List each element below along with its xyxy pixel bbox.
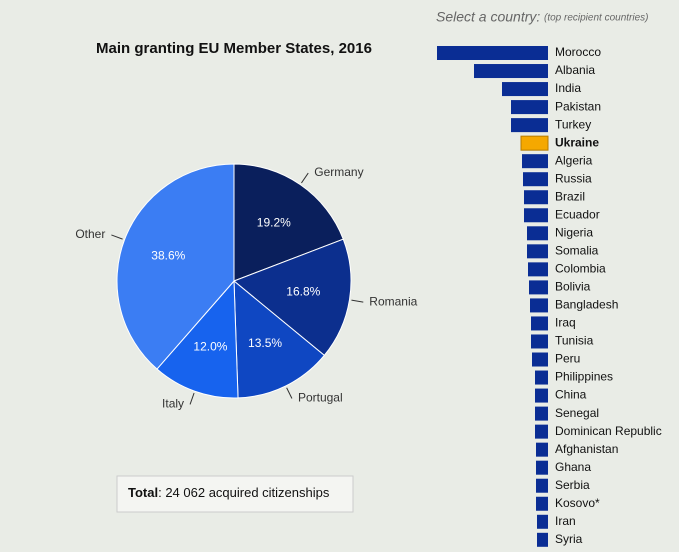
slice-value-label: 19.2% — [257, 215, 291, 229]
country-label[interactable]: China — [555, 388, 587, 402]
country-label[interactable]: Ghana — [555, 460, 591, 474]
pie-slice — [233, 238, 352, 357]
slice-label: Romania — [369, 294, 417, 308]
pie-title: Main granting EU Member States, 2016 — [96, 40, 372, 57]
slice-label: Portugal — [298, 391, 343, 405]
country-bar — [535, 370, 548, 385]
country-bar — [529, 280, 548, 295]
country-bar — [437, 46, 548, 60]
select-note: (top recipient countries) — [544, 13, 649, 24]
country-label[interactable]: Russia — [555, 171, 592, 185]
slice-label: Germany — [314, 165, 363, 179]
country-label[interactable]: Ukraine — [555, 135, 599, 149]
country-label[interactable]: Kosovo* — [555, 496, 600, 510]
country-label[interactable]: Brazil — [555, 189, 585, 203]
slice-label: Other — [75, 227, 105, 241]
country-label[interactable]: Syria — [555, 532, 583, 546]
country-bar — [511, 100, 548, 115]
country-bar — [536, 442, 548, 457]
country-bar — [536, 496, 548, 511]
total-text: Total: 24 062 acquired citizenships — [128, 485, 330, 500]
country-label[interactable]: Albania — [555, 63, 595, 77]
country-label[interactable]: Dominican Republic — [555, 424, 662, 438]
country-label[interactable]: Somalia — [555, 244, 599, 258]
country-bar — [522, 154, 548, 169]
country-bar — [511, 118, 548, 133]
country-bar — [537, 532, 548, 547]
total-box — [116, 475, 354, 513]
country-bar — [532, 352, 548, 367]
country-label[interactable]: Pakistan — [555, 99, 601, 113]
country-bar — [527, 226, 548, 241]
country-label[interactable]: Serbia — [555, 478, 590, 492]
country-label[interactable]: Turkey — [555, 117, 591, 131]
leader-line — [286, 387, 293, 399]
leader-line — [351, 299, 364, 303]
country-bar — [474, 64, 548, 79]
pie-slice — [233, 163, 344, 282]
country-label[interactable]: Algeria — [555, 153, 593, 167]
slice-label: Italy — [162, 397, 184, 411]
select-prompt: Select a country: — [436, 9, 540, 25]
country-bar — [531, 334, 548, 349]
country-bar — [524, 208, 548, 223]
country-label[interactable]: Tunisia — [555, 334, 594, 348]
pie-slice — [233, 279, 326, 399]
country-label[interactable]: Bangladesh — [555, 298, 618, 312]
country-bar — [531, 316, 548, 331]
country-label[interactable]: Ecuador — [555, 207, 600, 221]
country-label[interactable]: Iran — [555, 514, 576, 528]
country-bar — [523, 172, 548, 187]
slice-value-label: 12.0% — [193, 339, 227, 353]
country-label[interactable]: Bolivia — [555, 280, 591, 294]
leader-line — [111, 234, 123, 240]
country-bar — [530, 298, 548, 313]
country-label[interactable]: Nigeria — [555, 225, 593, 239]
pie-slice — [116, 163, 235, 370]
country-label[interactable]: Senegal — [555, 406, 599, 420]
country-bar — [527, 244, 548, 259]
total-value: : 24 062 acquired citizenships — [158, 485, 330, 500]
country-label[interactable]: Morocco — [555, 45, 601, 59]
slice-value-label: 13.5% — [248, 336, 282, 350]
slice-value-label: 38.6% — [151, 248, 185, 262]
country-label[interactable]: Peru — [555, 352, 580, 366]
country-label[interactable]: Philippines — [555, 370, 613, 384]
country-bar — [502, 82, 548, 97]
country-bar — [524, 190, 548, 205]
slice-value-label: 16.8% — [286, 284, 320, 298]
country-bar — [528, 262, 548, 277]
country-bar — [535, 424, 548, 439]
country-label[interactable]: Afghanistan — [555, 442, 618, 456]
country-bar — [535, 406, 548, 421]
country-bar — [536, 478, 548, 493]
country-label[interactable]: Iraq — [555, 316, 576, 330]
total-label: Total — [128, 485, 158, 500]
country-label[interactable]: Colombia — [555, 262, 606, 276]
country-label[interactable]: India — [555, 81, 581, 95]
leader-line — [189, 392, 195, 405]
leader-line — [301, 172, 309, 184]
country-bar — [520, 135, 549, 151]
pie-slice — [156, 279, 239, 399]
country-bar — [535, 388, 548, 403]
country-bar — [537, 514, 548, 529]
country-bar — [536, 460, 548, 475]
